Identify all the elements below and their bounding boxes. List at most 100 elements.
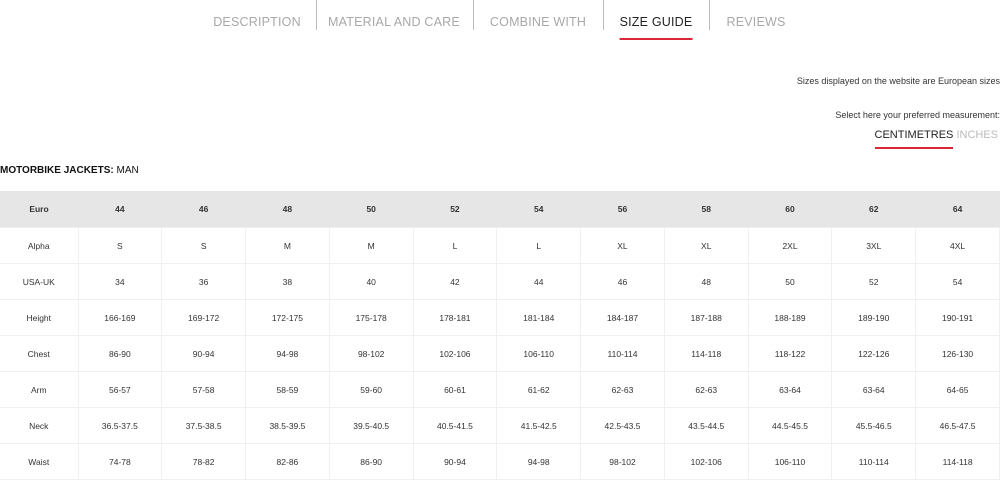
- table-cell: 62-63: [664, 371, 749, 408]
- table-cell: 190-191: [915, 299, 1000, 336]
- table-cell: 41.5-42.5: [496, 407, 582, 444]
- table-cell: 38: [245, 263, 330, 300]
- table-cell: 122-126: [831, 335, 917, 372]
- table-cell: 37.5-38.5: [161, 407, 247, 444]
- table-cell: 102-106: [664, 443, 749, 480]
- table-cell: 98-102: [580, 443, 665, 480]
- table-cell: 40: [329, 263, 414, 300]
- table-cell: 50: [748, 263, 833, 300]
- unit-inches[interactable]: INCHES: [956, 129, 998, 141]
- table-row: Alpha S S M M L L XL XL 2XL 3XL 4XL: [0, 227, 1000, 264]
- size-column-header: 46: [161, 191, 246, 228]
- table-cell: 63-64: [831, 371, 917, 408]
- table-cell: 62-63: [580, 371, 665, 408]
- table-cell: 63-64: [748, 371, 833, 408]
- size-column-header: 56: [580, 191, 665, 228]
- tab-description[interactable]: DESCRIPTION: [213, 15, 301, 29]
- row-label: USA-UK: [0, 263, 79, 300]
- table-cell: 102-106: [413, 335, 498, 372]
- row-label: Waist: [0, 443, 79, 480]
- table-cell: 98-102: [329, 335, 414, 372]
- table-cell: 166-169: [78, 299, 163, 336]
- section-title: MOTORBIKE JACKETS: MAN: [0, 165, 139, 176]
- table-cell: 38.5-39.5: [245, 407, 330, 444]
- tab-bar: DESCRIPTION MATERIAL AND CARE COMBINE WI…: [0, 0, 1000, 46]
- table-cell: 39.5-40.5: [329, 407, 414, 444]
- table-cell: 52: [831, 263, 917, 300]
- row-label: Neck: [0, 407, 79, 444]
- table-cell: 90-94: [413, 443, 498, 480]
- table-cell: 2XL: [748, 227, 833, 264]
- table-cell: 74-78: [78, 443, 163, 480]
- table-cell: 46: [580, 263, 665, 300]
- table-cell: M: [245, 227, 330, 264]
- table-cell: 106-110: [496, 335, 582, 372]
- section-title-gender: MAN: [113, 165, 139, 176]
- table-cell: 4XL: [915, 227, 1000, 264]
- table-row: Arm 56-57 57-58 58-59 59-60 60-61 61-62 62-63 62…: [0, 371, 1000, 408]
- table-cell: 48: [664, 263, 749, 300]
- unit-selector: CENTIMETRES INCHES: [875, 129, 998, 141]
- table-cell: 78-82: [161, 443, 247, 480]
- measurement-prompt: Select here your preferred measurement:: [835, 110, 1000, 120]
- table-cell: 46.5-47.5: [915, 407, 1000, 444]
- table-cell: 36: [161, 263, 247, 300]
- size-column-header: 48: [245, 191, 330, 228]
- table-cell: 184-187: [580, 299, 665, 336]
- tab-divider: [473, 0, 474, 30]
- table-cell: 42.5-43.5: [580, 407, 665, 444]
- tab-divider: [316, 0, 317, 30]
- table-header-row: Euro 44 46 48 50 52 54 56 58 60 62 64: [0, 191, 1000, 228]
- table-cell: 187-188: [664, 299, 749, 336]
- table-cell: 3XL: [831, 227, 917, 264]
- size-column-header: 64: [915, 191, 1000, 228]
- table-cell: 57-58: [161, 371, 247, 408]
- size-column-header: 54: [496, 191, 581, 228]
- table-cell: 94-98: [245, 335, 330, 372]
- table-cell: 178-181: [413, 299, 498, 336]
- table-cell: 169-172: [161, 299, 247, 336]
- size-column-header: 58: [664, 191, 749, 228]
- tab-size-guide[interactable]: SIZE GUIDE: [619, 15, 693, 40]
- tab-reviews[interactable]: REVIEWS: [726, 15, 786, 29]
- table-cell: 118-122: [748, 335, 833, 372]
- table-cell: XL: [580, 227, 665, 264]
- table-cell: 114-118: [664, 335, 749, 372]
- table-cell: 172-175: [245, 299, 330, 336]
- table-cell: S: [78, 227, 163, 264]
- tab-combine-with[interactable]: COMBINE WITH: [489, 15, 587, 29]
- table-cell: 40.5-41.5: [413, 407, 498, 444]
- table-cell: 114-118: [915, 443, 1000, 480]
- table-row: Neck 36.5-37.5 37.5-38.5 38.5-39.5 39.5-40.5…: [0, 407, 1000, 444]
- size-column-header: 50: [329, 191, 414, 228]
- table-cell: 90-94: [161, 335, 247, 372]
- section-title-category: MOTORBIKE JACKETS:: [0, 165, 114, 176]
- size-column-header: 60: [748, 191, 832, 228]
- table-cell: 58-59: [245, 371, 330, 408]
- table-cell: 54: [915, 263, 1000, 300]
- table-row: Waist 74-78 78-82 82-86 86-90 90-94 94-98 98-10…: [0, 443, 1000, 480]
- table-cell: S: [161, 227, 247, 264]
- table-cell: 56-57: [78, 371, 163, 408]
- table-cell: 45.5-46.5: [831, 407, 917, 444]
- size-column-header: 52: [413, 191, 497, 228]
- table-cell: 82-86: [245, 443, 330, 480]
- table-cell: 175-178: [329, 299, 414, 336]
- table-cell: 43.5-44.5: [664, 407, 749, 444]
- table-cell: L: [413, 227, 498, 264]
- unit-centimetres[interactable]: CENTIMETRES: [874, 129, 954, 141]
- table-cell: 110-114: [580, 335, 665, 372]
- tab-material-and-care[interactable]: MATERIAL AND CARE: [328, 15, 460, 29]
- table-cell: 42: [413, 263, 498, 300]
- table-cell: 60-61: [413, 371, 498, 408]
- table-cell: 64-65: [915, 371, 1000, 408]
- table-cell: 189-190: [831, 299, 917, 336]
- size-table: Euro 44 46 48 50 52 54 56 58 60 62 64 Alpha S S M M L L XL…: [0, 191, 1000, 480]
- table-row: Chest 86-90 90-94 94-98 98-102 102-106 106-110…: [0, 335, 1000, 372]
- row-label: Alpha: [0, 227, 79, 264]
- row-label: Chest: [0, 335, 79, 372]
- tab-divider: [709, 0, 710, 30]
- table-cell: 110-114: [831, 443, 917, 480]
- table-cell: 36.5-37.5: [78, 407, 163, 444]
- table-cell: 181-184: [496, 299, 582, 336]
